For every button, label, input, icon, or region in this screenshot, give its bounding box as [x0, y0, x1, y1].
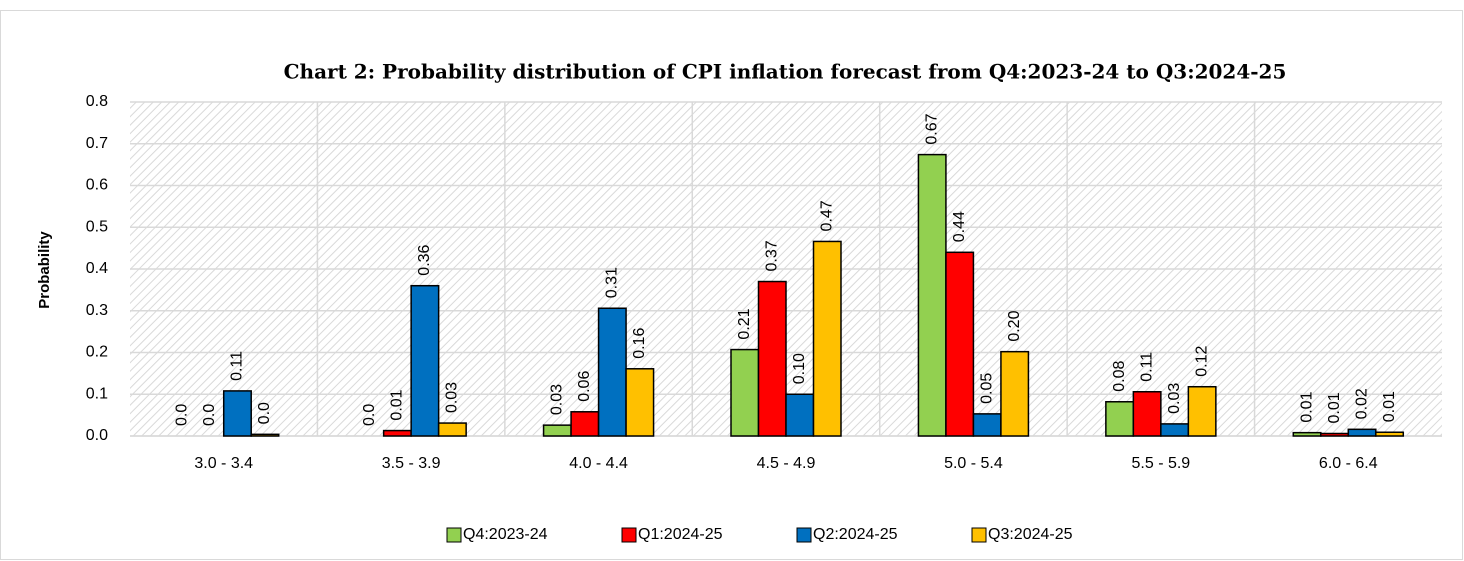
bar: [757, 280, 787, 437]
x-tick-label: 3.5 - 3.9: [382, 455, 441, 472]
value-label: 0.0: [201, 404, 218, 426]
bar: [1320, 432, 1350, 437]
chart-title: Chart 2: Probability distribution of CPI…: [284, 60, 1287, 84]
value-label: 0.67: [923, 113, 940, 144]
value-label: 0.03: [549, 384, 566, 415]
value-label: 0.12: [1193, 345, 1210, 376]
value-label: 0.10: [791, 353, 808, 384]
bar: [972, 413, 1002, 437]
bar: [785, 393, 815, 437]
bar: [1292, 431, 1322, 437]
bar: [917, 153, 947, 437]
value-label: 0.16: [631, 328, 648, 359]
value-label: 0.21: [736, 308, 753, 339]
x-tick-label: 5.0 - 5.4: [944, 455, 1003, 472]
y-axis-title: Probability: [36, 231, 53, 309]
value-label: 0.01: [1298, 391, 1315, 422]
value-label: 0.0: [174, 404, 191, 426]
bar: [1347, 428, 1377, 437]
legend-label: Q2:2024-25: [813, 526, 898, 543]
y-tick-label: 0.5: [86, 218, 108, 235]
value-label: 0.08: [1111, 361, 1128, 392]
value-label: 0.01: [1326, 392, 1343, 423]
legend-label: Q1:2024-25: [638, 526, 723, 543]
bar: [812, 240, 842, 437]
value-label: 0.06: [576, 371, 593, 402]
y-tick-label: 0.6: [86, 177, 108, 194]
bar: [625, 368, 655, 437]
value-label: 0.20: [1006, 310, 1023, 341]
bar: [1375, 431, 1405, 437]
bar: [730, 348, 760, 437]
value-label: 0.37: [763, 240, 780, 271]
bar: [382, 429, 412, 437]
value-label: 0.01: [389, 389, 406, 420]
legend-swatch: [796, 527, 812, 543]
bar: [1132, 390, 1162, 437]
value-label: 0.11: [229, 351, 246, 381]
bar: [250, 433, 280, 437]
value-label: 0.02: [1353, 388, 1370, 419]
bar: [1160, 423, 1190, 437]
y-tick-label: 0.0: [86, 427, 108, 444]
legend-label: Q3:2024-25: [988, 526, 1073, 543]
legend-swatch: [621, 527, 637, 543]
value-label: 0.47: [818, 200, 835, 231]
y-tick-label: 0.7: [86, 135, 108, 152]
value-label: 0.0: [361, 404, 378, 426]
value-label: 0.0: [256, 402, 273, 424]
bar: [222, 390, 252, 437]
y-tick-label: 0.2: [86, 344, 108, 361]
value-label: 0.05: [978, 373, 995, 404]
x-tick-label: 6.0 - 6.4: [1319, 455, 1378, 472]
value-label: 0.11: [1138, 352, 1155, 382]
bar: [1187, 385, 1217, 437]
value-label: 0.36: [416, 244, 433, 275]
legend-label: Q4:2023-24: [463, 526, 548, 543]
bar: [542, 424, 572, 437]
y-tick-label: 0.3: [86, 302, 108, 319]
x-tick-label: 4.0 - 4.4: [569, 455, 628, 472]
bar: [1000, 350, 1030, 437]
bar: [570, 411, 600, 437]
y-tick-label: 0.1: [86, 385, 108, 402]
value-label: 0.31: [604, 267, 621, 298]
y-tick-label: 0.4: [86, 260, 108, 277]
value-label: 0.03: [444, 382, 461, 413]
value-label: 0.03: [1166, 383, 1183, 414]
x-tick-label: 4.5 - 4.9: [757, 455, 816, 472]
bar: [410, 284, 440, 437]
value-label: 0.44: [951, 211, 968, 242]
x-tick-label: 3.0 - 3.4: [194, 455, 253, 472]
bar: [437, 422, 467, 437]
x-tick-label: 5.5 - 5.9: [1132, 455, 1191, 472]
y-tick-label: 0.8: [86, 93, 108, 110]
bar: [597, 307, 627, 437]
legend-swatch: [971, 527, 987, 543]
bar: [1105, 401, 1135, 437]
value-label: 0.01: [1381, 391, 1398, 422]
legend-swatch: [446, 527, 462, 543]
bar: [945, 251, 975, 437]
